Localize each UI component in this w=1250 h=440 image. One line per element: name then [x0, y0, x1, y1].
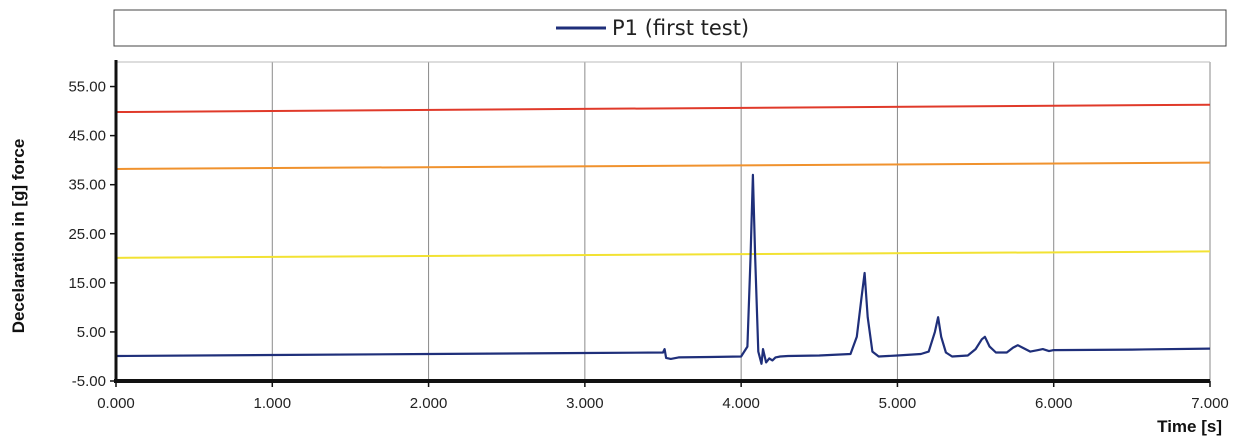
x-tick-label-1: 1.000	[254, 395, 292, 412]
x-tick-label-0: 0.000	[97, 395, 135, 412]
reference-line-2	[115, 250, 1211, 259]
reference-line-0	[115, 103, 1211, 114]
x-axis-title: Time [s]	[1157, 417, 1222, 436]
y-tick-label-0: -5.00	[72, 373, 106, 390]
y-tick-label-5: 45.00	[68, 128, 106, 145]
legend-box	[113, 9, 1227, 47]
x-tick-label-4: 4.000	[722, 395, 760, 412]
y-tick-label-2: 15.00	[68, 275, 106, 292]
axes	[114, 60, 1210, 383]
reference-lines	[115, 103, 1211, 259]
series-line-0	[115, 173, 1211, 365]
y-tick-labels: -5.00 5.00 15.00 25.00 35.00 45.00 55.00	[68, 79, 116, 390]
x-tick-label-2: 2.000	[410, 395, 448, 412]
x-tick-label-3: 3.000	[566, 395, 604, 412]
grid-lines	[116, 61, 1211, 381]
y-tick-label-6: 55.00	[68, 79, 106, 96]
x-tick-labels: 0.000 1.000 2.000 3.000 4.000 5.000 6.000 7.000	[97, 381, 1229, 412]
reference-line-1	[115, 161, 1211, 170]
y-tick-label-1: 5.00	[77, 324, 106, 341]
y-tick-label-4: 35.00	[68, 177, 106, 194]
x-tick-label-6: 6.000	[1035, 395, 1073, 412]
x-tick-label-7: 7.000	[1191, 395, 1229, 412]
y-axis-title: Decelaration in [g] force	[9, 139, 28, 334]
series-layer	[115, 173, 1211, 365]
legend-series-label: P1 (first test)	[612, 16, 749, 40]
x-tick-label-5: 5.000	[879, 395, 917, 412]
y-tick-label-3: 25.00	[68, 226, 106, 243]
